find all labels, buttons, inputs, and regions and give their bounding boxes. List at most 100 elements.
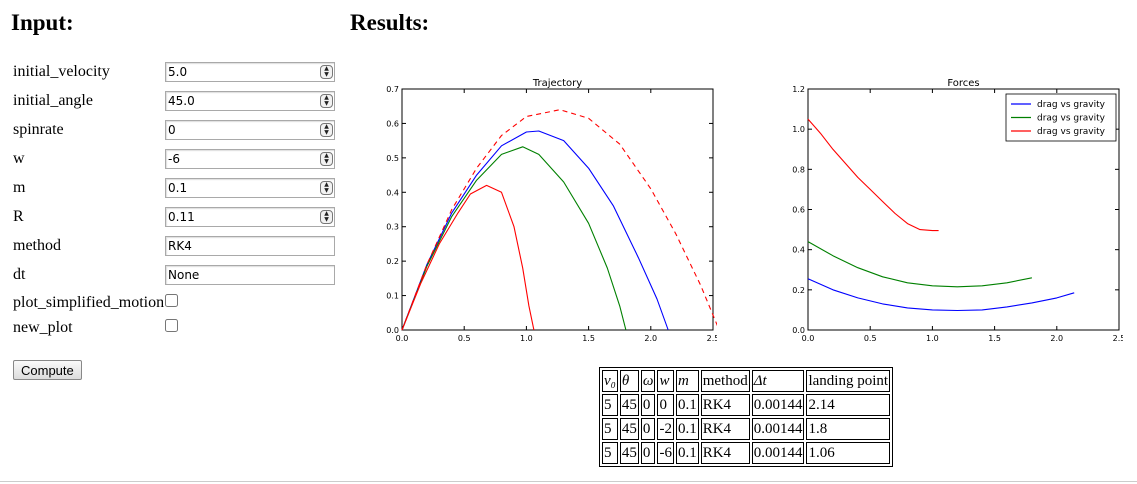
table-cell: RK4 [700, 442, 750, 464]
forces-plot: Forces 0.0 0.5 1.0 1.5 2.0 2.5 0.0 0.2 0.4 0.6 0.8 1… [783, 74, 1123, 344]
series-line-2 [807, 241, 1033, 288]
y-tick-label: 0.4 [792, 246, 805, 255]
form-row-spinrate: spinrate ▲▼ [13, 120, 338, 142]
table-cell: 0.00144 [751, 394, 805, 416]
field-label: new_plot [13, 319, 73, 336]
series-line-3 [401, 184, 535, 331]
chart-svg: Trajectory 0.0 0.5 1.0 1.5 2.0 2.5 0.0 0.1 0.2 0.3… [386, 78, 717, 343]
table-cell: 0 [657, 394, 674, 416]
table-cell: 5 [602, 394, 618, 416]
table-cell: 0.00144 [751, 442, 805, 464]
x-tick-label: 2.5 [707, 334, 717, 343]
x-tick-label: 1.5 [988, 334, 1001, 343]
y-tick-label: 0.1 [386, 292, 399, 301]
table-header-cell: θ [619, 370, 639, 392]
dt-input[interactable] [165, 265, 335, 285]
chart-svg: Forces 0.0 0.5 1.0 1.5 2.0 2.5 0.0 0.2 0.4 0.6 0.8 1… [792, 78, 1123, 343]
table-row: 5 45 0 -2 0.1 RK4 0.00144 1.8 [602, 418, 891, 440]
table-cell: 0 [640, 394, 656, 416]
table-header-cell: Δt [751, 370, 805, 392]
table-cell: 45 [619, 394, 639, 416]
plot-frame [401, 88, 714, 331]
spinner-arrows-icon[interactable]: ▲ ▼ [320, 152, 333, 166]
series-line-1 [807, 278, 1075, 312]
x-tick-label: 2.0 [1050, 334, 1063, 343]
bottom-divider [0, 481, 1137, 482]
initial-angle-input[interactable] [165, 91, 335, 111]
field-label: method [13, 237, 61, 254]
form-row-r: R ▲▼ [13, 207, 338, 229]
spinner-arrows-icon[interactable]: ▲ ▼ [320, 210, 333, 224]
table-cell: 0 [640, 442, 656, 464]
x-tick-label: 0.0 [802, 334, 815, 343]
results-table: v₀ θ ω w m method Δt landing point 5 45 0 0 0.1 RK4 0… [599, 367, 894, 467]
method-input[interactable] [165, 236, 335, 256]
y-tick-label: 0.0 [386, 326, 399, 335]
x-tick-label: 0.5 [864, 334, 877, 343]
field-label: m [13, 179, 26, 196]
table-row: 5 45 0 0 0.1 RK4 0.00144 2.14 [602, 394, 891, 416]
table-cell: 5 [602, 442, 618, 464]
y-tick-label: 0.0 [792, 326, 805, 335]
legend-label: drag vs gravity [1037, 127, 1106, 137]
field-label: w [13, 150, 25, 167]
w-input[interactable] [165, 149, 335, 169]
x-tick-label: 1.5 [582, 334, 595, 343]
table-cell: 0.1 [675, 418, 699, 440]
table-cell: 0.1 [675, 394, 699, 416]
spinrate-input[interactable] [165, 120, 335, 140]
table-cell: 0.00144 [751, 418, 805, 440]
form-row-plot-simplified-motion: plot_simplified_motion [13, 293, 338, 315]
y-tick-label: 0.6 [386, 119, 399, 128]
spinner-arrows-icon[interactable]: ▲ ▼ [320, 94, 333, 108]
form-row-method: method [13, 236, 338, 258]
spinner-arrows-icon[interactable]: ▲ ▼ [320, 123, 333, 137]
trajectory-plot: Trajectory 0.0 0.5 1.0 1.5 2.0 2.5 0.0 0.1 0.2 0.3… [377, 74, 717, 344]
field-label: plot_simplified_motion [13, 294, 165, 311]
table-cell: 0.1 [675, 442, 699, 464]
results-heading: Results: [350, 10, 430, 35]
new-plot-checkbox[interactable] [165, 319, 178, 332]
form-row-m: m ▲▼ [13, 178, 338, 200]
field-label: R [13, 208, 24, 225]
m-input[interactable] [165, 178, 335, 198]
y-tick-label: 0.5 [386, 154, 399, 163]
table-cell: -6 [657, 442, 674, 464]
y-tick-label: 1.2 [792, 85, 805, 94]
series-line-1 [401, 130, 669, 331]
field-label: dt [13, 266, 26, 283]
initial-velocity-input[interactable] [165, 62, 335, 82]
field-label: initial_velocity [13, 63, 110, 80]
table-cell: 2.14 [806, 394, 891, 416]
y-tick-label: 0.6 [792, 206, 805, 215]
compute-button[interactable]: Compute [13, 360, 82, 380]
table-header-cell: landing point [806, 370, 891, 392]
spinner-arrows-icon[interactable]: ▲ ▼ [320, 181, 333, 195]
table-cell: RK4 [700, 418, 750, 440]
table-cell: 5 [602, 418, 618, 440]
form-row-initial-velocity: initial_velocity ▲▼ [13, 62, 338, 84]
table-cell: -2 [657, 418, 674, 440]
r-input[interactable] [165, 207, 335, 227]
y-tick-label: 0.8 [792, 165, 805, 174]
plot-simplified-motion-checkbox[interactable] [165, 294, 178, 307]
results-header-row: v₀ θ ω w m method Δt landing point [602, 370, 891, 392]
table-header-cell: m [675, 370, 699, 392]
x-tick-label: 0.5 [458, 334, 471, 343]
form-row-initial-angle: initial_angle ▲▼ [13, 91, 338, 113]
spinner-arrows-icon[interactable]: ▲ ▼ [320, 65, 333, 79]
form-row-new-plot: new_plot [13, 318, 338, 340]
table-row: 5 45 0 -6 0.1 RK4 0.00144 1.06 [602, 442, 891, 464]
y-tick-label: 0.4 [386, 188, 399, 197]
form-row-w: w ▲▼ [13, 149, 338, 171]
table-cell: 45 [619, 442, 639, 464]
input-heading: Input: [11, 10, 74, 35]
table-cell: 0 [640, 418, 656, 440]
y-tick-label: 0.2 [792, 286, 805, 295]
x-tick-label: 1.0 [926, 334, 939, 343]
x-tick-label: 2.5 [1113, 334, 1123, 343]
chart-title: Forces [947, 78, 979, 89]
legend-label: drag vs gravity [1037, 100, 1106, 110]
field-label: initial_angle [13, 92, 93, 109]
x-tick-label: 0.0 [396, 334, 409, 343]
